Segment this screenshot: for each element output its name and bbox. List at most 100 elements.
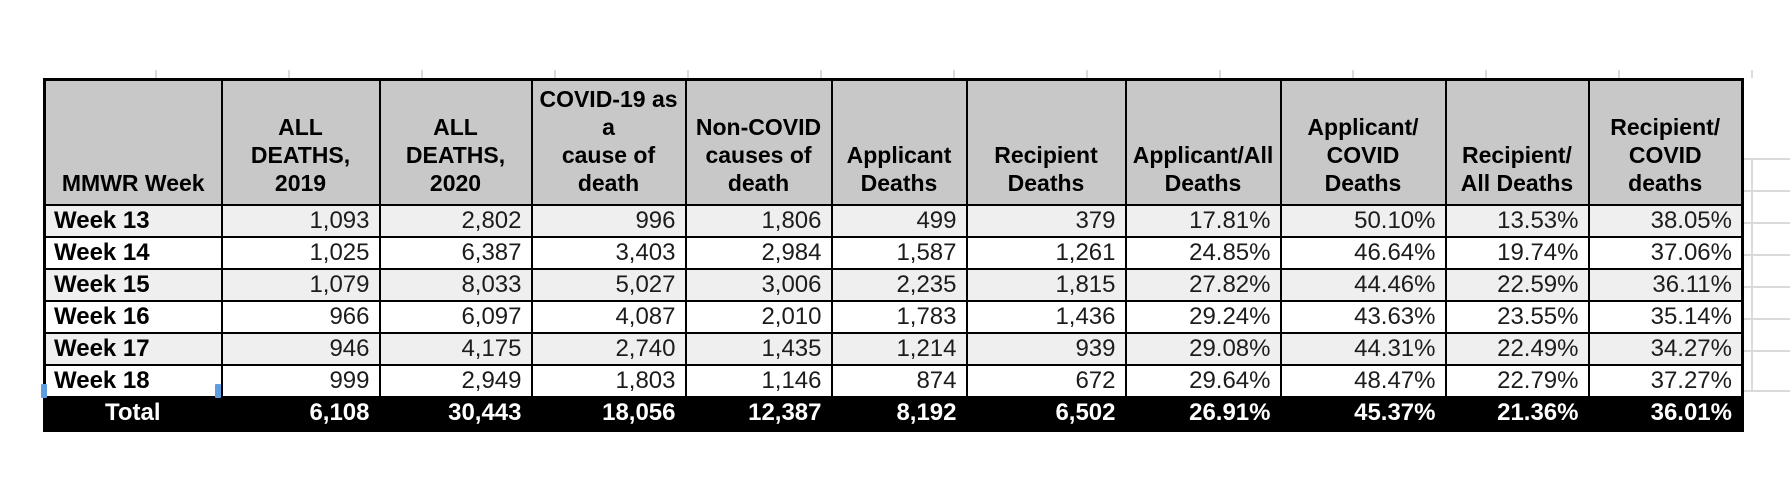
data-cell[interactable]: 29.64% (1124, 364, 1282, 399)
data-cell[interactable]: 4,175 (378, 332, 533, 367)
data-cell[interactable]: 48.47% (1279, 364, 1447, 399)
data-cell[interactable]: 999 (220, 364, 381, 399)
data-cell[interactable]: 1,803 (530, 364, 687, 399)
data-cell[interactable]: 1,261 (965, 236, 1127, 271)
column-header[interactable]: MMWR Week (43, 78, 223, 207)
data-cell[interactable]: 29.24% (1124, 300, 1282, 335)
total-cell[interactable]: 12,387 (684, 396, 833, 432)
data-cell[interactable]: 6,387 (378, 236, 533, 271)
data-cell[interactable]: 2,740 (530, 332, 687, 367)
data-cell[interactable]: 1,587 (830, 236, 968, 271)
data-cell[interactable]: 4,087 (530, 300, 687, 335)
data-cell[interactable]: 499 (830, 204, 968, 239)
data-cell[interactable]: 8,033 (378, 268, 533, 303)
data-cell[interactable]: 44.46% (1279, 268, 1447, 303)
data-cell[interactable]: 1,214 (830, 332, 968, 367)
data-cell[interactable]: 1,079 (220, 268, 381, 303)
data-cell[interactable]: 946 (220, 332, 381, 367)
data-cell[interactable]: 1,436 (965, 300, 1127, 335)
table-row: Week 17 946 4,175 2,740 1,435 1,214 939 29.08% 4… (43, 332, 1744, 367)
selection-handle-left (41, 384, 47, 398)
column-header[interactable]: ALL DEATHS, 2019 (220, 78, 381, 207)
total-cell[interactable]: 6,502 (965, 396, 1127, 432)
total-label-cell[interactable]: Total (43, 396, 223, 432)
data-cell[interactable]: 379 (965, 204, 1127, 239)
data-cell[interactable]: 13.53% (1444, 204, 1590, 239)
week-label-cell[interactable]: Week 13 (43, 204, 223, 239)
column-header[interactable]: Applicant Deaths (830, 78, 968, 207)
data-cell[interactable]: 1,146 (684, 364, 833, 399)
data-cell[interactable]: 50.10% (1279, 204, 1447, 239)
data-cell[interactable]: 38.05% (1587, 204, 1744, 239)
week-label-cell[interactable]: Week 18 (43, 364, 223, 399)
total-cell[interactable]: 6,108 (220, 396, 381, 432)
data-cell[interactable]: 1,093 (220, 204, 381, 239)
data-cell[interactable]: 672 (965, 364, 1127, 399)
data-cell[interactable]: 46.64% (1279, 236, 1447, 271)
data-cell[interactable]: 3,403 (530, 236, 687, 271)
total-cell[interactable]: 18,056 (530, 396, 687, 432)
data-cell[interactable]: 1,783 (830, 300, 968, 335)
column-header[interactable]: Recipient/ COVID deaths (1587, 78, 1744, 207)
data-cell[interactable]: 23.55% (1444, 300, 1590, 335)
data-cell[interactable]: 1,815 (965, 268, 1127, 303)
column-header[interactable]: Recipient/ All Deaths (1444, 78, 1590, 207)
data-cell[interactable]: 966 (220, 300, 381, 335)
data-cell[interactable]: 874 (830, 364, 968, 399)
total-cell[interactable]: 30,443 (378, 396, 533, 432)
data-cell[interactable]: 22.59% (1444, 268, 1590, 303)
data-cell[interactable]: 2,802 (378, 204, 533, 239)
data-cell[interactable]: 17.81% (1124, 204, 1282, 239)
gridline-fragment (1751, 70, 1753, 78)
data-cell[interactable]: 37.06% (1587, 236, 1744, 271)
data-cell[interactable]: 1,435 (684, 332, 833, 367)
column-header[interactable]: Applicant/ COVID Deaths (1279, 78, 1447, 207)
column-header[interactable]: COVID-19 as a cause of death (530, 78, 687, 207)
data-cell[interactable]: 3,006 (684, 268, 833, 303)
column-header[interactable]: Recipient Deaths (965, 78, 1127, 207)
data-cell[interactable]: 2,984 (684, 236, 833, 271)
table-row: Week 14 1,025 6,387 3,403 2,984 1,587 1,261 24.… (43, 236, 1744, 271)
data-cell[interactable]: 22.79% (1444, 364, 1590, 399)
gridline-fragment (1352, 70, 1354, 78)
data-cell[interactable]: 36.11% (1587, 268, 1744, 303)
total-cell[interactable]: 26.91% (1124, 396, 1282, 432)
gridline-fragment (1618, 70, 1620, 78)
data-cell[interactable]: 29.08% (1124, 332, 1282, 367)
data-cell[interactable]: 24.85% (1124, 236, 1282, 271)
week-label-cell[interactable]: Week 16 (43, 300, 223, 335)
total-cell[interactable]: 21.36% (1444, 396, 1590, 432)
data-cell[interactable]: 35.14% (1587, 300, 1744, 335)
data-cell[interactable]: 43.63% (1279, 300, 1447, 335)
total-cell[interactable]: 8,192 (830, 396, 968, 432)
data-cell[interactable]: 2,949 (378, 364, 533, 399)
data-cell[interactable]: 2,235 (830, 268, 968, 303)
column-header[interactable]: Non-COVID causes of death (684, 78, 833, 207)
data-cell[interactable]: 939 (965, 332, 1127, 367)
gridline-fragment (155, 70, 157, 78)
table-header: MMWR Week ALL DEATHS, 2019 ALL DEATHS, 202… (43, 78, 1744, 207)
week-label-cell[interactable]: Week 17 (43, 332, 223, 367)
data-cell[interactable]: 22.49% (1444, 332, 1590, 367)
data-cell[interactable]: 5,027 (530, 268, 687, 303)
header-row: MMWR Week ALL DEATHS, 2019 ALL DEATHS, 202… (43, 78, 1744, 207)
gridline-fragment (1751, 158, 1753, 392)
data-cell[interactable]: 6,097 (378, 300, 533, 335)
week-label-cell[interactable]: Week 14 (43, 236, 223, 271)
total-cell[interactable]: 36.01% (1587, 396, 1744, 432)
data-cell[interactable]: 1,025 (220, 236, 381, 271)
selection-handle-column (215, 384, 221, 398)
data-cell[interactable]: 2,010 (684, 300, 833, 335)
data-cell[interactable]: 37.27% (1587, 364, 1744, 399)
column-header[interactable]: Applicant/All Deaths (1124, 78, 1282, 207)
data-cell[interactable]: 19.74% (1444, 236, 1590, 271)
data-cell[interactable]: 34.27% (1587, 332, 1744, 367)
column-header[interactable]: ALL DEATHS, 2020 (378, 78, 533, 207)
gridline-fragment (1744, 254, 1790, 256)
week-label-cell[interactable]: Week 15 (43, 268, 223, 303)
data-cell[interactable]: 996 (530, 204, 687, 239)
data-cell[interactable]: 27.82% (1124, 268, 1282, 303)
data-cell[interactable]: 44.31% (1279, 332, 1447, 367)
total-cell[interactable]: 45.37% (1279, 396, 1447, 432)
data-cell[interactable]: 1,806 (684, 204, 833, 239)
